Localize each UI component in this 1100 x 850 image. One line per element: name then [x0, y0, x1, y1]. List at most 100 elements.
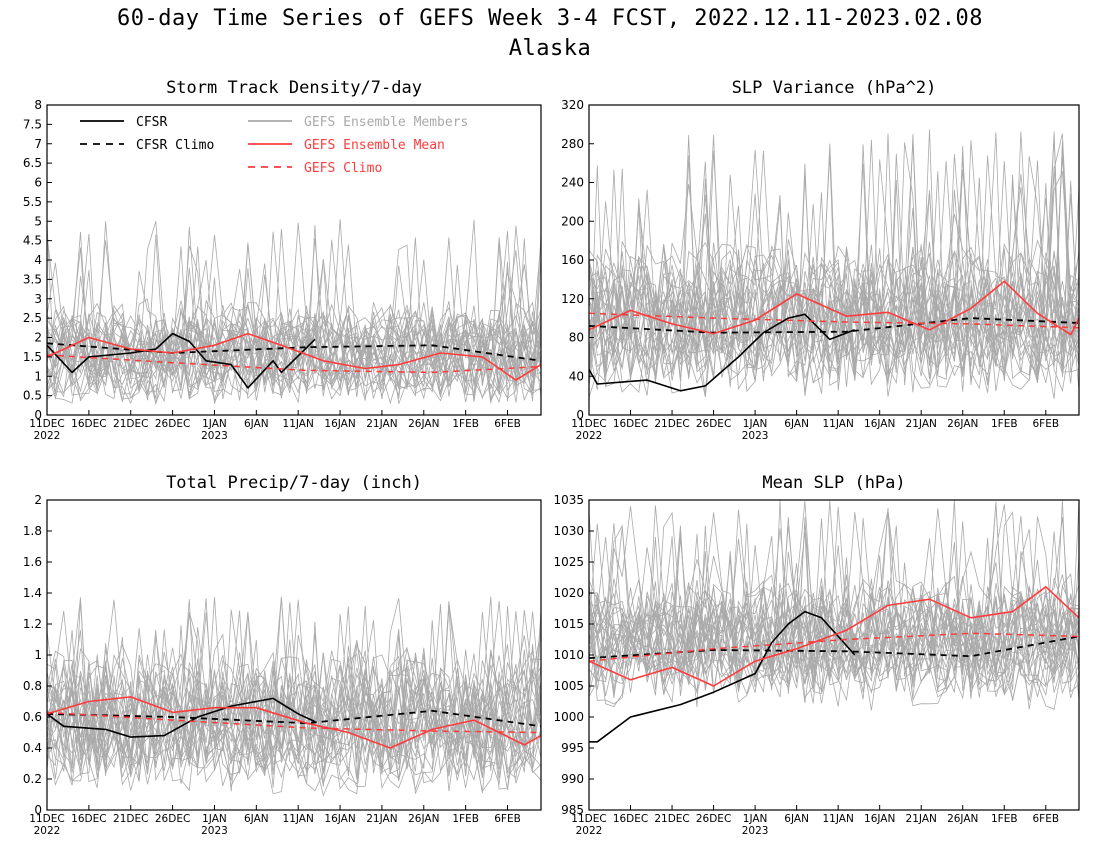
slp-variance-x-tick-label: 26DEC — [696, 418, 731, 430]
storm-track-x-year-label: 2022 — [34, 430, 61, 442]
slp-variance-member-line — [588, 183, 1080, 371]
mean-slp-y-tick-label: 985 — [561, 803, 584, 817]
mean-slp-x-tick-label: 26JAN — [947, 813, 978, 825]
total-precip-member-line — [46, 621, 542, 778]
mean-slp-x-tick-label: 11DEC — [571, 813, 606, 825]
total-precip-ensemble-mean-line — [46, 696, 542, 749]
total-precip-y-tick-label: 0.4 — [23, 741, 42, 755]
slp-variance-member-line — [588, 159, 1080, 353]
storm-track-y-tick-label: 3.5 — [23, 272, 42, 286]
slp-variance-gefs-climo-line — [588, 312, 1080, 329]
mean-slp-gefs-climo-line — [588, 632, 1080, 662]
mean-slp-x-year-label: 2022 — [576, 825, 603, 837]
mean-slp-member-line — [588, 545, 1080, 694]
storm-track-x-tick-label: 16DEC — [71, 418, 106, 430]
mean-slp-x-tick-label: 11JAN — [822, 813, 853, 825]
total-precip-x-year-label: 2023 — [201, 825, 228, 837]
total-precip-x-tick-label: 11DEC — [29, 813, 64, 825]
mean-slp-x-tick-label: 16DEC — [613, 813, 648, 825]
total-precip-member-line — [46, 615, 542, 784]
mean-slp-member-line — [588, 515, 1080, 679]
slp-variance-y-tick-label: 80 — [569, 331, 584, 345]
storm-track-ensemble-mean-line — [46, 332, 542, 381]
mean-slp-y-tick-label: 995 — [561, 741, 584, 755]
slp-variance-x-tick-label: 21DEC — [654, 418, 689, 430]
slp-variance-cfsr-line — [588, 313, 856, 392]
total-precip-x-tick-label: 6JAN — [244, 813, 269, 825]
mean-slp-y-tick-label: 1010 — [553, 648, 584, 662]
storm-track-y-tick-label: 7.5 — [23, 117, 42, 131]
storm-track-member-line — [46, 226, 542, 392]
total-precip-x-tick-label: 26DEC — [155, 813, 190, 825]
mean-slp-member-line — [588, 500, 1080, 699]
storm-track-y-tick-label: 7 — [34, 137, 42, 151]
total-precip-member-line — [46, 643, 542, 758]
total-precip-title: Total Precip/7-day (inch) — [166, 473, 422, 493]
storm-track-x-tick-label: 1FEB — [452, 418, 479, 430]
storm-track-y-tick-label: 5 — [34, 214, 42, 228]
mean-slp-member-line — [588, 525, 1080, 684]
slp-variance-cfsr-climo-line — [588, 317, 1080, 334]
total-precip-y-tick-label: 0 — [34, 803, 42, 817]
total-precip-member-line — [46, 611, 542, 790]
storm-track-y-tick-label: 0.5 — [23, 389, 42, 403]
legend-label: GEFS Ensemble Members — [304, 115, 468, 130]
slp-variance-member-line — [588, 129, 1080, 397]
storm-track-y-tick-label: 4.5 — [23, 234, 42, 248]
total-precip-cfsr-line — [46, 697, 316, 738]
storm-track-x-tick-label: 6JAN — [244, 418, 269, 430]
storm-track-title: Storm Track Density/7-day — [166, 78, 422, 98]
storm-track-y-tick-label: 2 — [34, 331, 42, 345]
mean-slp-y-tick-label: 1000 — [553, 710, 584, 724]
slp-variance-member-line — [588, 160, 1080, 383]
slp-variance-member-line — [588, 132, 1080, 388]
mean-slp-x-tick-label: 26DEC — [696, 813, 731, 825]
figure-subtitle: Alaska — [508, 36, 592, 61]
slp-variance-y-tick-label: 240 — [561, 176, 584, 190]
slp-variance-y-tick-label: 200 — [561, 214, 584, 228]
total-precip-y-tick-label: 1.2 — [23, 617, 42, 631]
storm-track-y-tick-label: 6.5 — [23, 156, 42, 170]
total-precip-x-tick-label: 6FEB — [494, 813, 521, 825]
slp-variance-x-tick-label: 6FEB — [1032, 418, 1059, 430]
mean-slp-y-tick-label: 1015 — [553, 617, 584, 631]
mean-slp-member-line — [588, 500, 1080, 700]
slp-variance-x-tick-label: 1JAN — [743, 418, 768, 430]
slp-variance-member-line — [588, 149, 1080, 355]
mean-slp-y-tick-label: 1020 — [553, 586, 584, 600]
legend-label: GEFS Ensemble Mean — [304, 138, 445, 153]
slp-variance-member-line — [588, 140, 1080, 354]
storm-track-y-tick-label: 3 — [34, 292, 42, 306]
total-precip-member-line — [46, 644, 542, 764]
total-precip-x-tick-label: 26JAN — [408, 813, 439, 825]
storm-track-x-year-label: 2023 — [201, 430, 228, 442]
mean-slp-y-tick-label: 1035 — [553, 493, 584, 507]
legend-label: CFSR Climo — [136, 138, 214, 153]
storm-track-x-tick-label: 16JAN — [324, 418, 355, 430]
total-precip-member-line — [46, 599, 542, 774]
total-precip-x-tick-label: 21JAN — [366, 813, 397, 825]
total-precip-cfsr-climo-line — [46, 709, 542, 728]
slp-variance-x-tick-label: 6JAN — [784, 418, 809, 430]
mean-slp-x-tick-label: 21JAN — [906, 813, 937, 825]
slp-variance-ensemble-mean-line — [588, 280, 1080, 336]
total-precip-y-tick-label: 0.2 — [23, 772, 42, 786]
slp-variance-x-year-label: 2023 — [742, 430, 769, 442]
slp-variance-x-tick-label: 21JAN — [906, 418, 937, 430]
storm-track-x-tick-label: 26DEC — [155, 418, 190, 430]
storm-track-x-tick-label: 11JAN — [283, 418, 314, 430]
mean-slp-ensemble-mean-line — [588, 586, 1080, 687]
storm-track-y-tick-label: 8 — [34, 98, 42, 112]
mean-slp-x-tick-label: 1FEB — [991, 813, 1018, 825]
mean-slp-member-line — [588, 501, 1080, 680]
mean-slp-y-tick-label: 1005 — [553, 679, 584, 693]
mean-slp-cfsr-climo-line — [588, 635, 1080, 659]
mean-slp-cfsr-line — [589, 610, 856, 743]
legend-label: CFSR — [136, 115, 167, 130]
figure-title: 60-day Time Series of GEFS Week 3-4 FCST… — [117, 6, 983, 31]
total-precip-y-tick-label: 0.8 — [23, 679, 42, 693]
storm-track-member-line — [46, 259, 542, 373]
storm-track-member-line — [46, 261, 542, 396]
mean-slp-y-tick-label: 990 — [561, 772, 584, 786]
